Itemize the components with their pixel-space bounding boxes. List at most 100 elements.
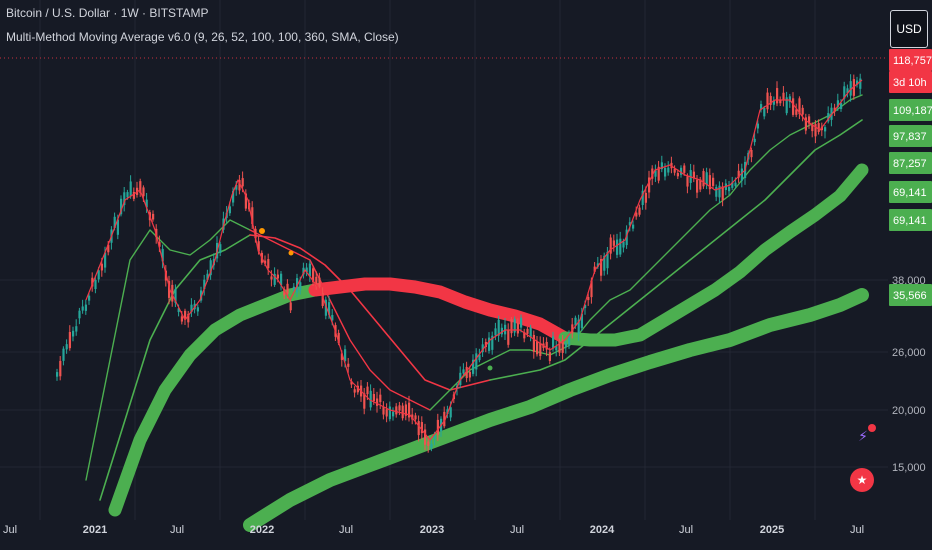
candle-body (632, 224, 635, 229)
candle-body (395, 406, 398, 415)
candle-body (740, 168, 743, 181)
symbol-title[interactable]: Bitcoin / U.S. Dollar · 1W · BITSTAMP (6, 6, 209, 20)
signal-marker (288, 250, 294, 256)
candle-body (606, 251, 609, 269)
candle-body (289, 302, 292, 311)
candle-body (824, 127, 827, 132)
price-label-bg (889, 209, 932, 231)
candle-body (590, 280, 593, 298)
price-label: 109,187 (893, 105, 932, 117)
candle-body (344, 349, 347, 362)
candle-body (430, 443, 433, 448)
candle-body (548, 352, 551, 362)
candle-body (769, 95, 772, 105)
candle-body (494, 328, 497, 336)
candle-body (552, 336, 555, 349)
candle-body (420, 422, 423, 434)
price-label: 87,257 (893, 158, 927, 170)
price-label-bg (889, 125, 932, 147)
candle-body (856, 80, 859, 85)
candle-body (603, 255, 606, 271)
candle-body (139, 181, 142, 193)
series-segment-ma26 (85, 219, 251, 481)
candle-body (846, 88, 849, 94)
candle-body (433, 434, 436, 440)
candle-body (401, 405, 404, 419)
candle-body (785, 97, 788, 114)
candle-body (206, 273, 209, 280)
candle-body (673, 168, 676, 173)
candle-body (628, 222, 631, 226)
candle-body (475, 353, 478, 370)
candle-body (398, 405, 401, 411)
candle-body (286, 283, 289, 294)
candle-body (129, 181, 132, 197)
currency-button[interactable]: USD (890, 10, 928, 48)
candle-body (753, 138, 756, 143)
candle-body (91, 277, 94, 287)
series-segment-ma100 (108, 283, 322, 517)
candle-body (859, 78, 862, 89)
candle-body (584, 304, 587, 309)
candle-body (644, 192, 647, 203)
candle-body (699, 179, 702, 190)
candle-body (520, 317, 523, 328)
candle-body (366, 386, 369, 395)
candle-body (347, 363, 350, 367)
candle-body (251, 207, 254, 224)
indicator-legend[interactable]: Multi-Method Moving Average v6.0 (9, 26,… (6, 30, 399, 44)
price-label-bg (889, 99, 932, 121)
x-tick-label: Jul (679, 524, 693, 536)
candle-body (318, 277, 321, 287)
candle-body (228, 206, 231, 214)
candle-body (177, 308, 180, 313)
candle-body (235, 184, 238, 190)
candle-body (299, 282, 302, 291)
candle-body (571, 324, 574, 334)
candle-body (462, 369, 465, 374)
candle-body (696, 179, 699, 193)
candle-body (763, 107, 766, 117)
candle-body (331, 315, 334, 321)
candle-body (779, 99, 782, 104)
lightning-icon[interactable]: ⚡ (850, 424, 876, 450)
candle-body (388, 406, 391, 420)
candle-body (449, 407, 452, 418)
candle-body (180, 316, 183, 322)
candle-body (625, 229, 628, 246)
candle-body (638, 207, 641, 215)
candle-body (363, 393, 366, 409)
candle-body (721, 186, 724, 201)
candle-body (145, 199, 148, 208)
candlesticks (56, 73, 862, 453)
candle-body (424, 429, 427, 445)
candle-body (488, 337, 491, 351)
x-tick-label: 2021 (83, 524, 107, 536)
candle-body (414, 415, 417, 420)
candle-body (305, 267, 308, 273)
candle-body (481, 344, 484, 353)
us-flag-icon[interactable]: ★ (850, 468, 874, 492)
x-tick-label: Jul (3, 524, 17, 536)
candle-body (472, 359, 475, 374)
y-tick-label: 15,000 (892, 462, 926, 474)
candle-body (600, 258, 603, 276)
price-label: 69,141 (893, 187, 927, 199)
candle-body (536, 341, 539, 355)
candle-body (843, 86, 846, 99)
candle-body (616, 239, 619, 255)
candle-body (280, 273, 283, 286)
candle-body (705, 172, 708, 185)
price-label-bg (889, 152, 932, 174)
candle-body (72, 330, 75, 337)
candle-body (312, 268, 315, 282)
candle-body (465, 366, 468, 379)
candle-body (369, 390, 372, 408)
price-label: 118,757 (893, 55, 932, 67)
candle-body (750, 149, 753, 158)
candle-body (328, 302, 331, 315)
candle-body (337, 332, 340, 344)
candle-body (792, 98, 795, 115)
